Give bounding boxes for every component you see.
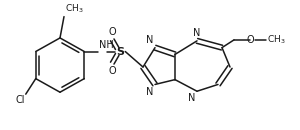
Text: N: N — [188, 93, 195, 103]
Text: CH$_3$: CH$_3$ — [65, 2, 84, 15]
Text: Cl: Cl — [15, 95, 25, 105]
Text: N: N — [193, 28, 201, 38]
Text: NH: NH — [99, 40, 114, 50]
Text: O: O — [108, 27, 116, 37]
Text: N: N — [146, 87, 153, 97]
Text: O: O — [246, 35, 254, 45]
Text: CH$_3$: CH$_3$ — [267, 34, 286, 46]
Text: S: S — [116, 47, 124, 57]
Text: N: N — [146, 35, 153, 45]
Text: O: O — [108, 66, 116, 76]
